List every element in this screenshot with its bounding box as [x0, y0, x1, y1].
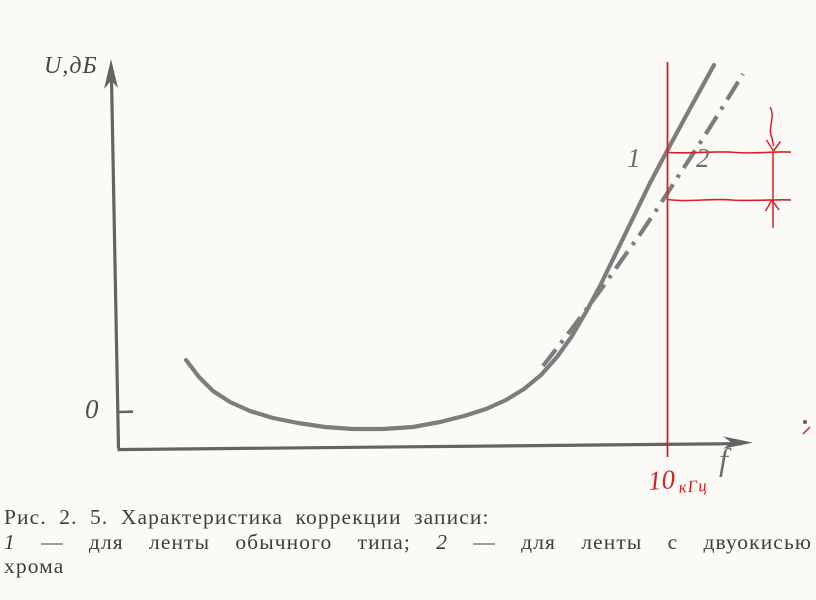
caption-title: Рис. 2. 5. Характеристика коррекции запи… [4, 505, 490, 529]
legend-item2-text: — для ленты с двуокисью [473, 529, 813, 554]
x-axis-arrow-icon [723, 436, 753, 449]
caption-legend: 1 — для ленты обычного типа; 2 — для лен… [4, 530, 812, 555]
figure-caption: Рис. 2. 5. Характеристика коррекции запи… [4, 505, 812, 579]
y-axis-arrow-icon [104, 59, 118, 89]
legend-item2-number: 2 [436, 529, 449, 554]
legend-item1-text: — для ленты обычного типа; [41, 529, 412, 554]
red-arrowhead-down-icon [765, 139, 782, 152]
red-level-line-curve2 [667, 198, 792, 202]
curve2-label: 2 [696, 143, 710, 173]
red-level-line-curve1 [667, 151, 792, 154]
red-annotation-group [666, 62, 811, 457]
frequency-unit: кГц [677, 475, 709, 497]
curve-2 [541, 72, 745, 368]
legend-item1-number: 1 [4, 529, 16, 554]
handwritten-frequency-label: 10 кГц [647, 462, 708, 497]
curve1-label: 1 [627, 143, 641, 173]
y-axis [109, 77, 121, 449]
caption-legend-continued: хрома [4, 554, 65, 578]
y-axis-label: U,дБ [44, 53, 98, 79]
red-dimension-squiggle [769, 106, 775, 147]
red-stray-mark [802, 426, 811, 435]
zero-label: 0 [85, 394, 99, 424]
x-axis [117, 442, 743, 452]
scan-speck [803, 420, 807, 424]
x-axis-label: f [719, 441, 728, 477]
curves-group [183, 62, 745, 432]
curve-1 [183, 62, 717, 432]
red-arrowhead-up-icon [764, 199, 780, 212]
frequency-number: 10 [647, 464, 677, 496]
